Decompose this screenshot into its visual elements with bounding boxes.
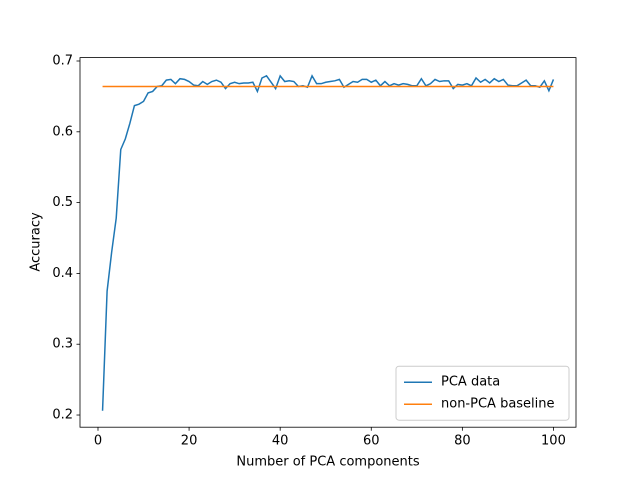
x-tick-label: 40 — [272, 434, 289, 449]
data-line — [101, 74, 555, 411]
legend-label: PCA data — [441, 375, 500, 390]
y-tick-label: 0.3 — [52, 337, 73, 352]
x-tick-label: 80 — [454, 434, 471, 449]
axes-frame — [79, 57, 577, 428]
x-tick-label: 0 — [94, 434, 102, 449]
x-tick-label: 20 — [181, 434, 198, 449]
x-axis-label: Number of PCA components — [236, 455, 420, 470]
legend-box — [395, 365, 570, 421]
x-tick-label: 60 — [363, 434, 380, 449]
y-tick-label: 0.2 — [52, 408, 73, 423]
x-tick-label: 100 — [541, 434, 566, 449]
y-tick-label: 0.7 — [52, 53, 73, 68]
legend-label: non-PCA baseline — [441, 397, 555, 412]
y-tick-label: 0.6 — [52, 124, 73, 139]
y-tick-label: 0.4 — [52, 266, 73, 281]
y-tick-label: 0.5 — [52, 195, 73, 210]
y-axis-label: Accuracy — [29, 212, 44, 272]
